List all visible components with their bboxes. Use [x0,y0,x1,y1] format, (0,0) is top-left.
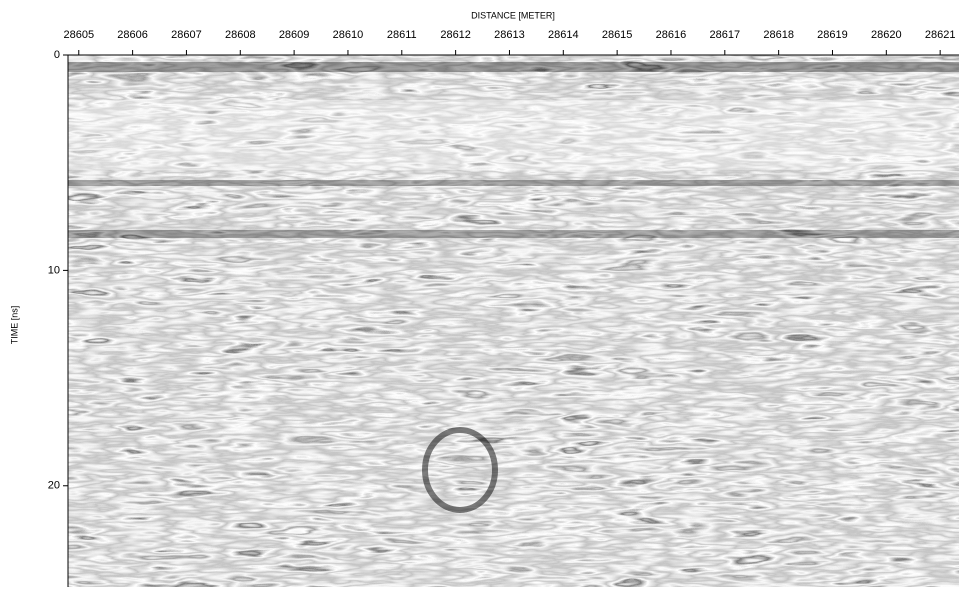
reflector-band [68,62,959,72]
x-tick-label: 28609 [279,29,310,41]
x-tick-label: 28608 [225,29,256,41]
reflector-band [68,230,959,238]
x-tick-label: 28615 [602,29,633,41]
y-tick-label: 20 [48,480,60,492]
y-axis-label: TIME [ns] [9,306,19,345]
y-tick-label: 0 [54,49,60,61]
radargram [68,55,959,587]
x-tick-label: 28619 [817,29,848,41]
x-tick-label: 28612 [440,29,471,41]
x-tick-label: 28617 [710,29,741,41]
x-tick-label: 28606 [117,29,148,41]
x-axis-label: DISTANCE [METER] [471,10,555,20]
x-tick-label: 28610 [333,29,364,41]
x-tick-label: 28607 [171,29,202,41]
x-tick-label: 28616 [656,29,687,41]
y-tick-label: 10 [48,264,60,276]
chart: DISTANCE [METER] TIME [ns] 28605 28606 286… [0,0,959,587]
x-tick-label: 28613 [494,29,525,41]
bright-band [68,100,959,170]
x-tick-label: 28605 [63,29,94,41]
x-tick-label: 28618 [763,29,794,41]
page: {"chart_data": {"type": "image", "xlabel… [0,0,959,587]
x-tick-label: 28620 [871,29,902,41]
x-tick-label: 28611 [387,29,417,41]
reflector-band [68,180,959,186]
x-tick-label: 28621 [925,29,956,41]
x-tick-label: 28614 [548,29,579,41]
